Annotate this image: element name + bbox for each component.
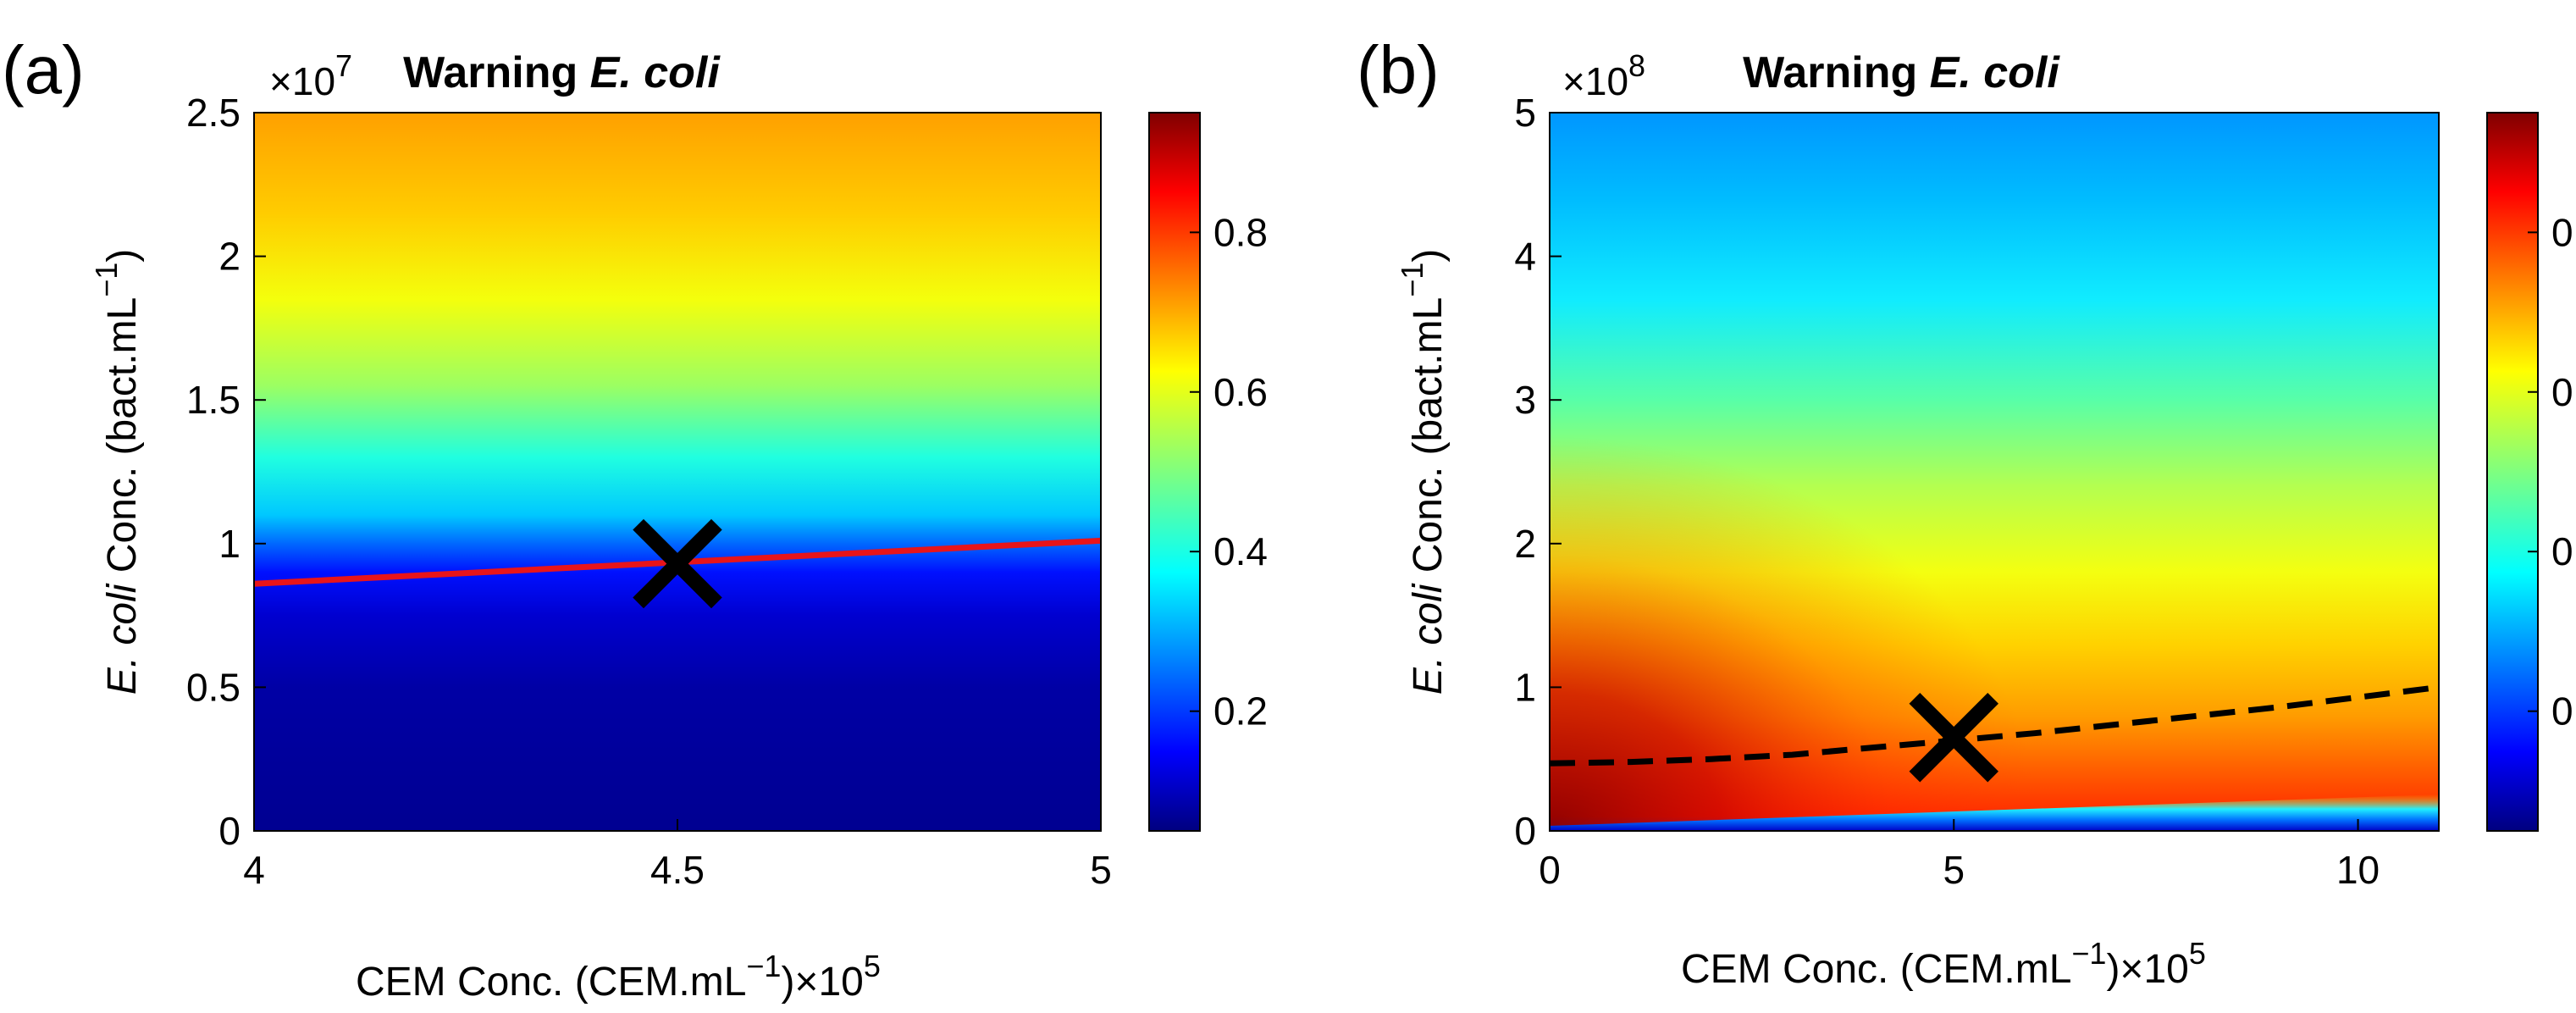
y-tick-label: 4 bbox=[1514, 235, 1536, 279]
colorbar-tick-label: 0.8 bbox=[1213, 210, 1268, 254]
x-tick-label: 5 bbox=[1090, 848, 1112, 892]
y-axis: 0 0.5 1 1.5 2 2.5 bbox=[186, 91, 266, 853]
marker-x bbox=[633, 518, 722, 609]
y-tick-label: 2 bbox=[1514, 522, 1536, 566]
y-tick-label: 2 bbox=[218, 235, 240, 279]
colorbar-tick-label: 0.2 bbox=[2551, 689, 2576, 733]
panel-b: (b) Warning E. coli 0 5 10 0 1 2 3 4 5 ×108 CEM… bbox=[1357, 32, 2576, 992]
panel-label: (b) bbox=[1357, 32, 1440, 108]
x-axis: 0 5 10 bbox=[1539, 819, 2380, 892]
plot-overlay bbox=[1549, 684, 2440, 783]
y-tick-label: 0.5 bbox=[186, 665, 240, 709]
heatmap-field bbox=[254, 113, 1101, 831]
y-tick-label: 1 bbox=[218, 522, 240, 566]
y-tick-label: 2.5 bbox=[186, 91, 240, 135]
x-axis: 4 4.5 5 bbox=[243, 819, 1112, 892]
y-tick-label: 1.5 bbox=[186, 378, 240, 422]
colorbar-tick-label: 0.6 bbox=[1213, 370, 1268, 414]
colorbar-ticks: 0.2 0.4 0.6 0.8 bbox=[1190, 210, 1268, 733]
colorbar-tick-label: 0.6 bbox=[2551, 370, 2576, 414]
threshold-line bbox=[1549, 684, 2440, 767]
y-tick-label: 0 bbox=[1514, 809, 1536, 853]
panel-label: (a) bbox=[2, 32, 85, 108]
marker-x bbox=[1909, 693, 1999, 783]
x-tick-label: 4.5 bbox=[650, 848, 705, 892]
x-tick-label: 0 bbox=[1539, 848, 1561, 892]
x-axis-label: CEM Conc. (CEM.mL−1)×105 bbox=[1681, 936, 2206, 992]
colorbar-tick-label: 0.4 bbox=[2551, 529, 2576, 573]
x-tick-label: 4 bbox=[243, 848, 265, 892]
panel-a: (a) Warning E. coli 4 4.5 5 00.511.522.5 ×… bbox=[2, 32, 1268, 1005]
colorbar bbox=[1148, 112, 1201, 832]
plot-frame bbox=[1549, 112, 2440, 832]
chart-title: Warning E. coli bbox=[1743, 48, 2060, 97]
y-tick-label: 3 bbox=[1514, 378, 1536, 422]
y-multiplier: ×107 bbox=[269, 48, 352, 103]
y-axis-label: E. coli Conc. (bact.mL−1) bbox=[89, 249, 145, 695]
x-tick-label: 10 bbox=[2336, 848, 2380, 892]
colorbar-tick-label: 0.2 bbox=[1213, 689, 1268, 733]
x-tick-label: 5 bbox=[1943, 848, 1965, 892]
y-tick-label: 5 bbox=[1514, 91, 1536, 135]
colorbar bbox=[2486, 112, 2539, 832]
x-axis-label: CEM Conc. (CEM.mL−1)×105 bbox=[356, 949, 881, 1005]
colorbar-ticks: 0.2 0.4 0.6 0.8 bbox=[2528, 210, 2576, 733]
heatmap-dark-region bbox=[1550, 113, 2439, 831]
y-multiplier: ×108 bbox=[1562, 48, 1645, 103]
y-tick-label: 1 bbox=[1514, 665, 1536, 709]
y-tick-label: 0 bbox=[218, 809, 240, 853]
plot-overlay bbox=[253, 518, 1102, 609]
colorbar-tick-label: 0.4 bbox=[1213, 529, 1268, 573]
y-axis-label: E. coli Conc. (bact.mL−1) bbox=[1395, 249, 1451, 695]
heatmap-low-band bbox=[1550, 794, 2439, 831]
colorbar-tick-label: 0.8 bbox=[2551, 210, 2576, 254]
y-axis: 0 1 2 3 4 5 bbox=[1514, 91, 1562, 853]
chart-title: Warning E. coli bbox=[403, 48, 721, 97]
